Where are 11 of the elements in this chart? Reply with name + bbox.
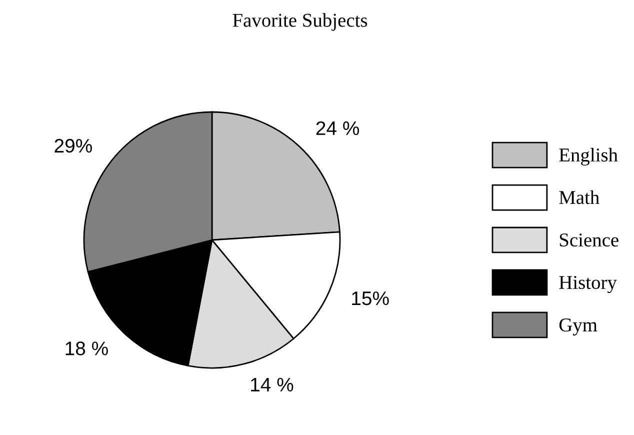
legend-label: Science [560, 233, 618, 247]
data-label: 14 % [251, 378, 294, 392]
legend-label: English [559, 148, 618, 166]
legend-label: Gym [559, 318, 598, 336]
data-label: 29% [54, 138, 92, 153]
legend-label: Math [559, 190, 600, 204]
legend-label: History [559, 276, 617, 294]
data-label: 24 % [316, 121, 360, 136]
data-label: 18 % [66, 342, 108, 356]
data-label: 15% [352, 292, 389, 306]
chart-title: Favorite Subjects [232, 13, 368, 31]
